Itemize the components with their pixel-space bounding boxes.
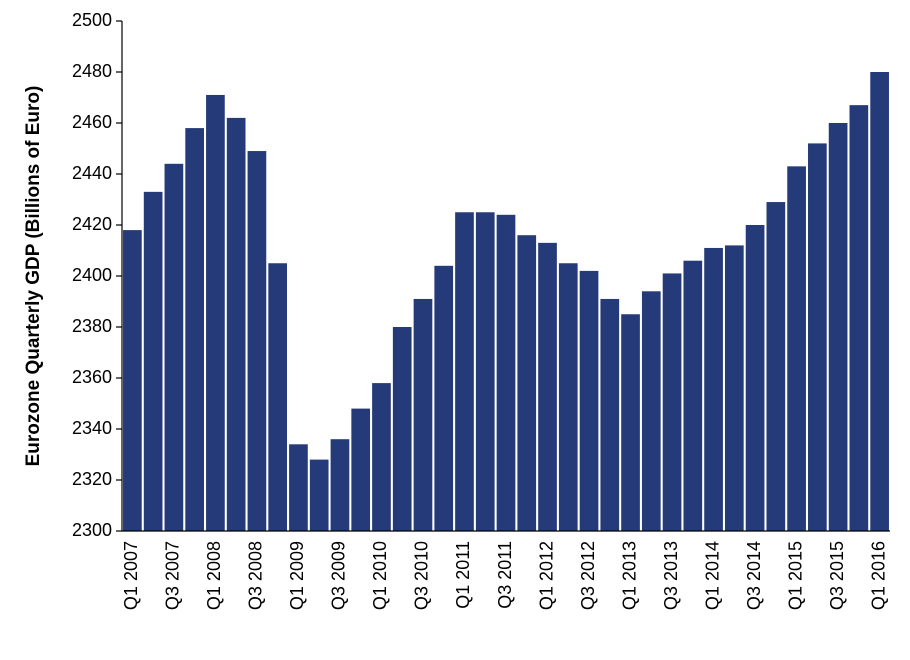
bar	[662, 273, 682, 531]
y-tick-label: 2400	[72, 265, 112, 285]
bar	[475, 212, 495, 531]
y-tick-label: 2380	[72, 316, 112, 336]
y-tick-label: 2320	[72, 469, 112, 489]
y-tick-label: 2300	[72, 520, 112, 540]
bar	[600, 298, 620, 531]
x-tick-label: Q3 2013	[661, 541, 681, 610]
bar	[434, 265, 454, 531]
x-tick-label: Q3 2007	[163, 541, 183, 610]
y-tick-label: 2360	[72, 367, 112, 387]
bar	[538, 242, 557, 531]
x-tick-label: Q1 2009	[287, 541, 307, 610]
y-tick-label: 2500	[72, 10, 112, 30]
x-tick-label: Q1 2010	[370, 541, 390, 610]
y-tick-label: 2340	[72, 418, 112, 438]
y-tick-label: 2480	[72, 61, 112, 81]
bar	[745, 225, 765, 531]
bar	[517, 235, 537, 531]
bar	[579, 270, 599, 531]
bar	[268, 263, 288, 531]
y-tick-label: 2460	[72, 112, 112, 132]
bar	[123, 230, 142, 531]
x-tick-label: Q3 2009	[329, 541, 349, 610]
bar	[704, 247, 723, 531]
x-tick-label: Q1 2011	[453, 541, 473, 609]
bar	[206, 94, 225, 531]
bar	[766, 202, 786, 532]
bar	[351, 408, 371, 531]
bar	[870, 72, 889, 531]
bar	[724, 245, 744, 531]
x-tick-label: Q3 2012	[578, 541, 598, 610]
bar	[455, 212, 474, 531]
bar	[808, 143, 827, 531]
bar	[787, 166, 806, 531]
bar	[849, 105, 869, 532]
bar	[683, 260, 703, 531]
x-tick-label: Q1 2012	[536, 541, 556, 610]
bar	[413, 298, 433, 531]
bar	[828, 123, 848, 531]
bar	[185, 128, 204, 531]
x-tick-label: Q1 2013	[619, 541, 639, 610]
bar	[372, 383, 391, 531]
x-tick-label: Q3 2011	[495, 541, 515, 609]
x-tick-label: Q1 2014	[702, 541, 722, 610]
bar	[621, 314, 640, 531]
x-tick-label: Q3 2008	[246, 541, 266, 610]
y-tick-label: 2440	[72, 163, 112, 183]
bar	[641, 291, 661, 531]
x-tick-label: Q3 2015	[827, 541, 847, 610]
bar	[247, 151, 267, 532]
bar	[330, 439, 350, 531]
x-tick-label: Q3 2014	[744, 541, 764, 610]
bar	[309, 459, 329, 531]
x-tick-label: Q1 2016	[868, 541, 888, 610]
bar	[289, 444, 308, 531]
bar	[496, 214, 516, 532]
bar	[558, 263, 578, 531]
y-axis-label: Eurozone Quarterly GDP (Billions of Euro…	[23, 86, 44, 467]
bar	[164, 163, 184, 532]
y-tick-label: 2420	[72, 214, 112, 234]
x-tick-label: Q1 2008	[204, 541, 224, 610]
x-tick-label: Q3 2010	[412, 541, 432, 610]
x-tick-label: Q1 2007	[121, 541, 141, 610]
bar	[226, 117, 246, 532]
bar	[392, 327, 412, 531]
x-tick-label: Q1 2015	[785, 541, 805, 610]
bar	[143, 191, 163, 531]
